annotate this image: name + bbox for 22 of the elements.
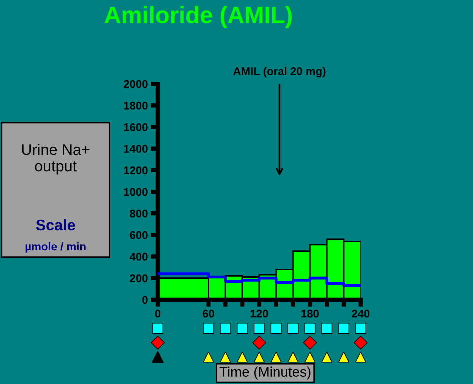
y-tick-label: 400 <box>130 253 148 261</box>
x-tick-label: 180 <box>302 310 319 318</box>
y-tick-label: 1800 <box>124 102 148 110</box>
y-tick-label: 200 <box>130 274 148 282</box>
y-tick-label: 600 <box>130 231 148 240</box>
y-tick-label: 1600 <box>124 124 148 132</box>
x-tick-label: 240 <box>352 310 370 318</box>
text: µmole / min <box>26 242 86 253</box>
x-tick-label: 120 <box>250 310 268 318</box>
y-tick-label: 1400 <box>124 145 148 153</box>
text: AMIL (oral 20 mg) <box>234 67 326 78</box>
chart-title: Amiloride (AMIL) <box>104 6 292 28</box>
y-tick-label: 0 <box>142 296 148 304</box>
y-tick-label: 1000 <box>124 188 148 196</box>
x-tick-label: 0 <box>155 310 161 318</box>
y-tick-label: 1200 <box>124 166 148 175</box>
text: Scale <box>36 219 76 231</box>
x-axis-title: Time (Minutes) <box>220 366 311 380</box>
y-tick-label: 2000 <box>124 80 148 88</box>
y-axis-title: Urine Na+ output <box>22 144 90 175</box>
x-tick-label: 60 <box>202 310 214 318</box>
y-tick-label: 800 <box>130 210 148 218</box>
